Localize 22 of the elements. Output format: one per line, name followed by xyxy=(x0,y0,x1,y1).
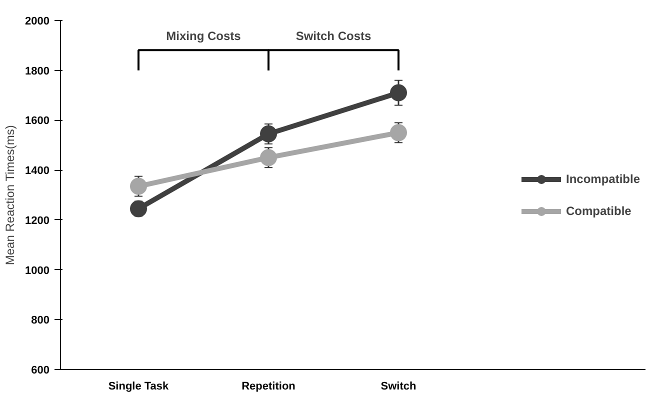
point xyxy=(390,84,407,102)
annotation: Switch Costs xyxy=(296,29,372,44)
x-tick-label: Repetition xyxy=(242,380,296,392)
point xyxy=(260,125,277,142)
x-tick-label: Switch xyxy=(380,380,417,392)
y-tick-label: 2000 xyxy=(25,16,50,28)
y-tick-label: 1600 xyxy=(25,115,50,128)
y-tick-label: 600 xyxy=(31,364,50,376)
point xyxy=(260,149,277,166)
point xyxy=(390,124,407,142)
y-tick-label: 800 xyxy=(31,314,50,327)
y-tick-label: 1400 xyxy=(25,165,50,178)
y-tick-label: 1200 xyxy=(25,214,50,227)
point xyxy=(130,200,147,218)
y-tick-label: 1800 xyxy=(25,65,50,78)
y-tick-label: 1000 xyxy=(25,264,50,277)
y-axis-title: Mean Reaction Times(ms) xyxy=(3,125,18,266)
annotation: Mixing Costs xyxy=(166,29,242,44)
legend-label: Incompatible xyxy=(566,172,640,186)
legend-label: Compatible xyxy=(566,204,632,218)
point xyxy=(130,178,147,195)
x-tick-label: Single Task xyxy=(108,380,170,392)
